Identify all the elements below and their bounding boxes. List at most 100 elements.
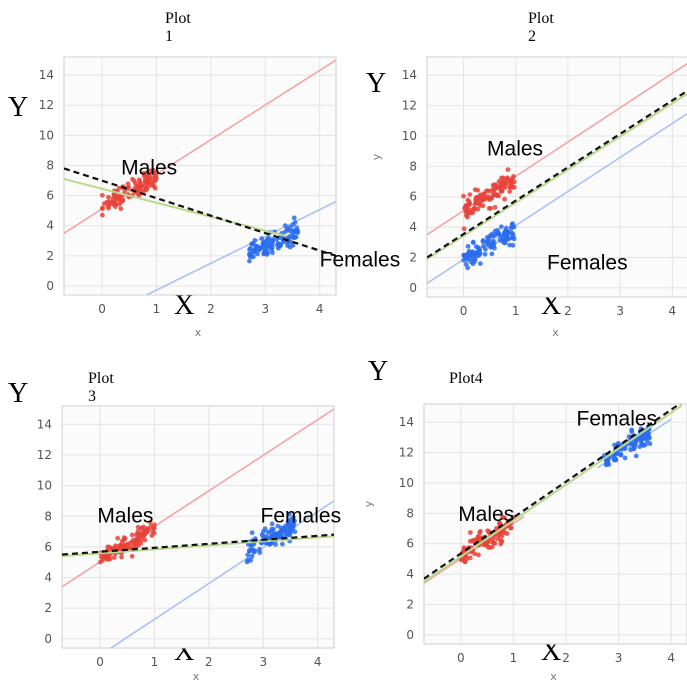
- females-label: Females: [547, 252, 628, 275]
- x-tick-label: 4: [314, 655, 322, 669]
- male-point: [105, 557, 111, 563]
- x-tick-label: 1: [512, 304, 520, 318]
- female-point: [285, 243, 291, 248]
- y-tick-label: 6: [46, 189, 54, 203]
- female-point: [270, 250, 275, 256]
- female-point: [641, 443, 646, 448]
- male-point: [115, 535, 121, 541]
- female-point: [473, 244, 479, 249]
- female-point: [283, 523, 289, 529]
- male-point: [502, 515, 507, 521]
- male-point: [492, 541, 498, 546]
- y-tick-label: 10: [37, 479, 52, 493]
- male-point: [504, 531, 510, 536]
- male-point: [153, 172, 159, 178]
- female-point: [288, 528, 293, 534]
- female-point: [272, 532, 278, 538]
- male-point: [139, 526, 145, 531]
- y-axis-label: y: [370, 153, 383, 160]
- male-point: [492, 204, 498, 210]
- male-point: [505, 167, 511, 173]
- male-point: [474, 200, 480, 206]
- female-point: [626, 434, 632, 440]
- male-point: [468, 207, 474, 213]
- female-point: [461, 252, 467, 258]
- y-tick-label: 2: [44, 601, 52, 615]
- male-point: [105, 544, 111, 550]
- male-point: [507, 189, 513, 194]
- male-point: [146, 180, 151, 186]
- male-point: [137, 183, 143, 189]
- female-point: [498, 224, 504, 230]
- female-point: [264, 239, 269, 245]
- x-tick-label: 2: [562, 651, 570, 665]
- female-point: [244, 559, 250, 565]
- males-label: Males: [97, 504, 153, 527]
- male-point: [458, 557, 464, 563]
- plot-1-big-x: X: [174, 290, 195, 321]
- female-point: [292, 518, 297, 524]
- female-point: [273, 541, 279, 547]
- y-axis-label: y: [362, 500, 375, 507]
- plot-content: [64, 59, 336, 295]
- male-point: [128, 540, 134, 546]
- male-point: [152, 185, 158, 191]
- female-point: [262, 526, 268, 532]
- y-tick-label: 0: [406, 628, 414, 642]
- x-tick-label: 1: [510, 651, 518, 665]
- overall-fit-shadow-line: [64, 178, 288, 238]
- male-point: [118, 206, 124, 212]
- x-tick-label: 4: [669, 304, 677, 318]
- x-tick-label: 2: [205, 655, 213, 669]
- male-point: [112, 201, 118, 207]
- female-point: [506, 236, 512, 242]
- y-tick-label: 12: [39, 98, 54, 112]
- y-tick-label: 0: [44, 632, 52, 646]
- females-label: Females: [261, 504, 342, 527]
- female-point: [618, 452, 624, 458]
- male-point: [508, 179, 514, 185]
- x-tick-label: 0: [96, 655, 104, 669]
- female-point: [292, 220, 298, 225]
- overall-fit-shadow-line: [62, 535, 334, 558]
- y-tick-label: 14: [399, 415, 414, 429]
- male-point: [493, 183, 499, 189]
- male-point: [467, 530, 473, 535]
- female-point: [500, 233, 506, 239]
- male-point: [133, 536, 139, 542]
- y-tick-label: 10: [399, 476, 414, 490]
- female-point: [249, 241, 255, 247]
- female-point: [469, 252, 475, 258]
- plot-1-big-y: Y: [8, 92, 29, 123]
- male-point: [130, 176, 135, 182]
- male-point: [480, 203, 486, 209]
- female-point: [633, 453, 639, 459]
- overall-fit-shadow-line: [427, 92, 687, 260]
- male-point: [142, 177, 148, 183]
- female-point: [252, 248, 257, 253]
- female-point: [480, 238, 486, 243]
- female-point: [260, 245, 266, 251]
- female-point: [255, 251, 260, 257]
- female-point: [250, 548, 256, 554]
- male-point: [467, 555, 473, 561]
- y-tick-label: 6: [409, 190, 417, 204]
- x-tick-label: 3: [615, 651, 623, 665]
- overall-fit-dashed-line: [424, 404, 682, 580]
- male-point: [150, 182, 156, 188]
- y-tick-label: 10: [402, 129, 417, 143]
- female-point: [495, 231, 500, 237]
- male-point: [129, 553, 135, 559]
- male-point: [463, 213, 469, 218]
- male-point: [503, 181, 509, 187]
- female-point: [270, 239, 275, 245]
- y-tick-label: 12: [399, 446, 414, 460]
- y-tick-label: 6: [44, 540, 52, 554]
- male-point: [498, 184, 504, 190]
- female-point: [260, 533, 266, 539]
- female-point: [511, 224, 517, 230]
- female-point: [490, 233, 496, 239]
- female-point: [477, 251, 482, 257]
- male-point: [147, 519, 153, 525]
